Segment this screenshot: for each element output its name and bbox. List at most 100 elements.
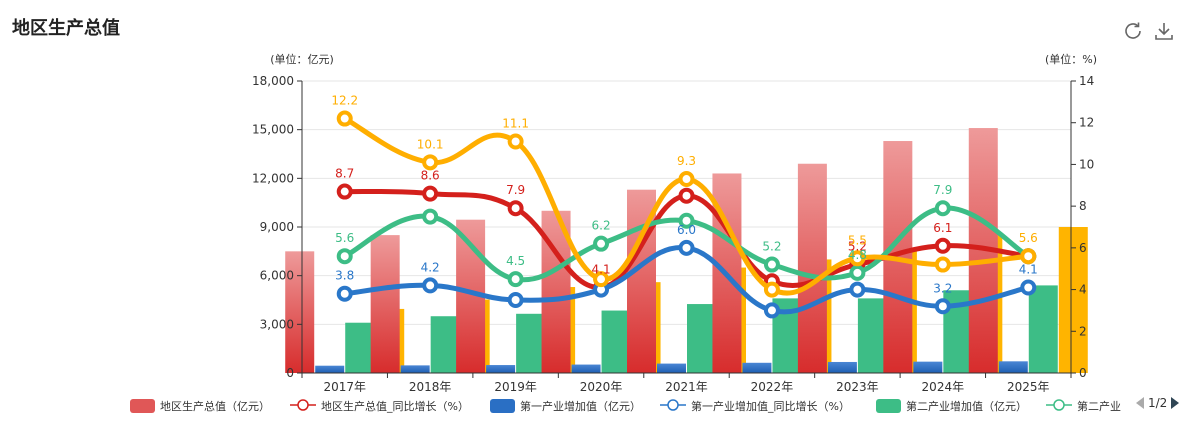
y-right-axis-label: (单位：%)	[1045, 52, 1097, 66]
line-point[interactable]	[1020, 248, 1037, 265]
bar[interactable]	[370, 235, 400, 373]
line-point[interactable]	[336, 110, 353, 127]
bar[interactable]	[571, 364, 601, 373]
chart-legend: 地区生产总值（亿元） 地区生产总值_同比增长（%） 第一产业增加值（亿元） 第一产业增…	[0, 392, 1204, 420]
data-label: 7.9	[933, 183, 952, 197]
line-point[interactable]	[934, 237, 951, 254]
bar[interactable]	[486, 365, 516, 373]
bar[interactable]	[345, 322, 375, 373]
bar[interactable]	[857, 298, 887, 373]
data-label: 3.8	[335, 269, 354, 283]
bar[interactable]	[1058, 227, 1088, 373]
legend-item-label: 第二产业增加值（亿元）	[906, 400, 1027, 413]
y-right-tick-label: 8	[1079, 199, 1087, 213]
line-point[interactable]	[422, 277, 439, 294]
data-label: 4.8	[848, 248, 867, 262]
bar[interactable]	[998, 361, 1028, 373]
x-tick-label: 2017年	[323, 380, 366, 392]
line-point[interactable]	[934, 200, 951, 217]
line-point[interactable]	[763, 256, 780, 273]
line-point[interactable]	[849, 264, 866, 281]
bar[interactable]	[430, 316, 460, 373]
legend-item[interactable]: 第二产业增加值（亿元）	[876, 392, 1027, 420]
line-point[interactable]	[422, 208, 439, 225]
data-label: 9.3	[677, 154, 696, 168]
line-point[interactable]	[678, 239, 695, 256]
line-point[interactable]	[422, 185, 439, 202]
line-point[interactable]	[507, 133, 524, 150]
bar[interactable]	[827, 361, 857, 373]
bar[interactable]	[797, 163, 827, 373]
line-point[interactable]	[593, 271, 610, 288]
legend-item[interactable]: 第二产业	[1046, 392, 1121, 420]
line-point[interactable]	[678, 212, 695, 229]
legend-bar-swatch	[876, 399, 901, 413]
line-point[interactable]	[507, 200, 524, 217]
data-label: 12.2	[331, 94, 358, 108]
bar[interactable]	[913, 361, 943, 373]
line-point[interactable]	[763, 302, 780, 319]
line-point[interactable]	[934, 298, 951, 315]
bar[interactable]	[400, 365, 430, 373]
data-label: 3.2	[933, 281, 952, 295]
data-label: 5.5	[848, 233, 867, 247]
data-label: 6.0	[677, 223, 696, 237]
line-point[interactable]	[678, 187, 695, 204]
legend-item[interactable]: 第一产业增加值（亿元）	[490, 392, 641, 420]
bar[interactable]	[742, 362, 772, 373]
x-tick-label: 2021年	[665, 380, 708, 392]
line-point[interactable]	[678, 171, 695, 188]
bar[interactable]	[657, 363, 686, 373]
legend-line-swatch	[660, 398, 686, 415]
legend-next-icon[interactable]	[1171, 397, 1180, 409]
legend-item[interactable]: 地区生产总值_同比增长（%）	[290, 392, 469, 420]
line-point[interactable]	[1020, 279, 1037, 296]
data-label: 4.5	[506, 254, 525, 268]
legend-item-label: 第一产业增加值_同比增长（%）	[691, 400, 850, 413]
line-point[interactable]	[763, 281, 780, 298]
y-right-tick-label: 12	[1079, 116, 1094, 130]
refresh-icon[interactable]	[1122, 20, 1144, 42]
data-label: 4.2	[421, 260, 440, 274]
series-line[interactable]	[342, 188, 1031, 290]
y-left-tick-label: 18,000	[252, 74, 294, 88]
data-label: 5.2	[762, 240, 781, 254]
line-point[interactable]	[593, 235, 610, 252]
x-tick-label: 2019年	[494, 380, 537, 392]
bar[interactable]	[516, 313, 546, 373]
legend-item-label: 地区生产总值（亿元）	[160, 400, 270, 413]
line-point[interactable]	[336, 285, 353, 302]
line-point[interactable]	[422, 154, 439, 171]
line-point[interactable]	[507, 292, 524, 308]
legend-item-label: 第二产业	[1077, 400, 1121, 413]
line-point[interactable]	[849, 250, 866, 267]
line-point[interactable]	[849, 281, 866, 298]
data-label: 8.7	[335, 167, 354, 181]
legend-prev-icon[interactable]	[1136, 397, 1144, 409]
legend-item-label: 地区生产总值_同比增长（%）	[321, 400, 469, 413]
bar[interactable]	[601, 310, 631, 373]
data-label: 8.6	[421, 169, 440, 183]
y-left-tick-label: 9,000	[260, 220, 294, 234]
legend-item[interactable]: 第一产业增加值_同比增长（%）	[660, 392, 850, 420]
legend-page-number: 1/2	[1148, 396, 1168, 410]
bar[interactable]	[285, 251, 315, 373]
page-title: 地区生产总值	[12, 18, 120, 39]
line-point[interactable]	[507, 271, 524, 288]
download-icon[interactable]	[1153, 20, 1175, 42]
series-line[interactable]	[342, 116, 1031, 296]
legend-line-swatch	[1046, 398, 1072, 415]
series-line[interactable]	[342, 245, 1031, 315]
bar[interactable]	[687, 304, 716, 373]
y-left-tick-label: 15,000	[252, 123, 294, 137]
legend-item[interactable]: 地区生产总值（亿元）	[130, 392, 270, 420]
line-point[interactable]	[336, 248, 353, 265]
line-point[interactable]	[336, 183, 353, 200]
data-label: 6.2	[592, 219, 611, 233]
bar[interactable]	[1028, 285, 1058, 373]
bar[interactable]	[315, 365, 345, 373]
line-point[interactable]	[934, 256, 951, 273]
y-left-tick-label: 3,000	[260, 317, 294, 331]
legend-bar-swatch	[130, 399, 155, 413]
data-label: 5.6	[1019, 231, 1038, 245]
